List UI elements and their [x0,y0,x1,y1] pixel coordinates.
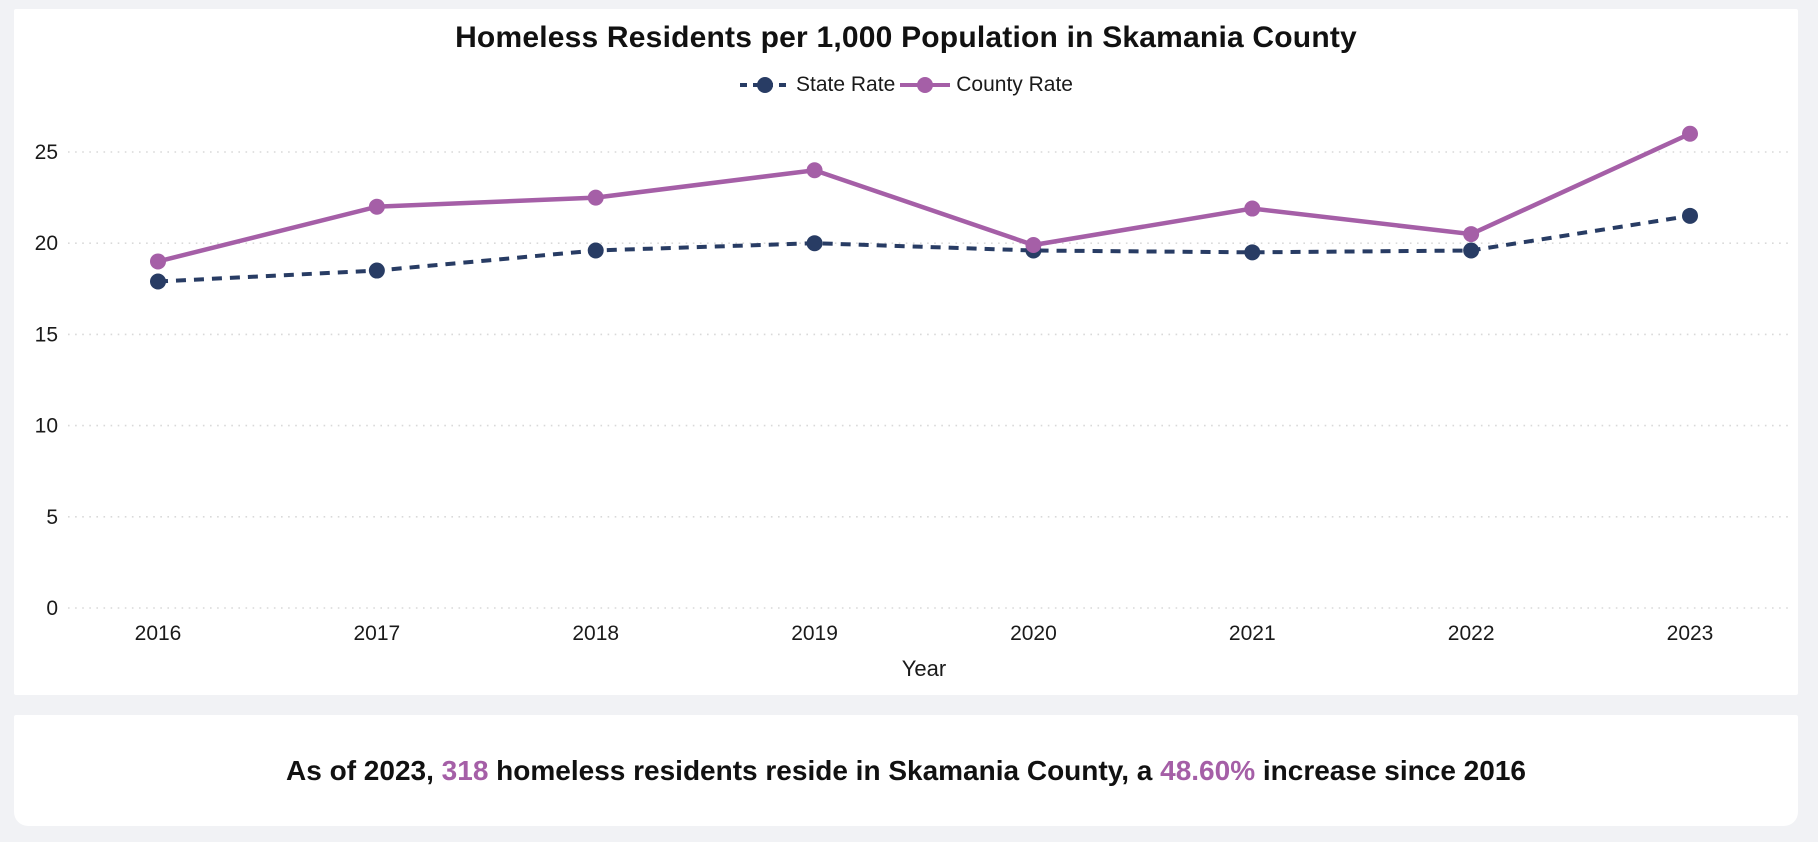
line-chart: 0 5 10 15 20 25 2016 2017 2018 2019 2020 2021 2022 20… [35,125,1790,681]
chart-card: Homeless Residents per 1,000 Population … [14,9,1798,695]
chart-title: Homeless Residents per 1,000 Population … [455,21,1357,54]
x-axis-title: Year [902,656,946,681]
data-point-county-rate-2019 [806,162,823,179]
annotation-card: As of 2023, 318 homeless residents resid… [14,715,1798,826]
legend-label: State Rate [796,73,896,96]
data-point-state-rate-2016 [150,273,166,290]
legend-label: County Rate [956,73,1073,96]
data-point-county-rate-2016 [150,253,166,270]
y-tick-label: 5 [46,506,58,529]
data-point-state-rate-2021 [1244,244,1261,261]
data-point-state-rate-2019 [806,235,823,252]
y-tick-label: 20 [35,232,58,255]
x-tick-label: 2020 [1010,622,1057,645]
x-tick-label: 2022 [1448,622,1495,645]
legend-swatch-icon [900,77,951,93]
chart-legend: State Rate County Rate [14,73,1798,97]
x-tick-label: 2021 [1229,622,1276,645]
y-tick-label: 25 [35,141,58,164]
y-tick-label: 0 [46,597,58,620]
data-point-state-rate-2017 [368,262,385,279]
x-tick-label: 2018 [572,622,619,645]
y-tick-label: 15 [35,323,58,346]
legend-swatch-icon [740,77,791,93]
data-point-state-rate-2022 [1463,242,1480,259]
data-point-county-rate-2020 [1025,237,1042,254]
data-point-county-rate-2022 [1463,226,1480,243]
legend-item-state-rate: State Rate [739,73,895,97]
data-point-county-rate-2017 [368,198,385,215]
data-point-state-rate-2023 [1682,207,1698,224]
data-point-county-rate-2018 [587,189,604,206]
legend-item-county-rate: County Rate [899,73,1073,97]
annotation-percent: 48.60% [1160,754,1256,786]
data-point-county-rate-2021 [1244,200,1261,217]
x-tick-label: 2019 [791,622,838,645]
series-line-county-rate [157,131,1691,264]
data-point-state-rate-2018 [587,242,604,259]
annotation-suffix: increase since 2016 [1255,754,1526,786]
annotation-prefix: As of 2023, [286,754,442,786]
series-line-state-rate [157,213,1691,284]
y-tick-label: 10 [35,415,58,438]
annotation-text: As of 2023, 318 homeless residents resid… [286,755,1526,787]
x-tick-label: 2017 [353,622,400,645]
x-tick-label: 2023 [1667,622,1714,645]
x-tick-label: 2016 [135,622,182,645]
data-point-county-rate-2023 [1682,125,1698,142]
annotation-middle: homeless residents reside in Skamania Co… [488,754,1161,786]
annotation-count: 318 [441,754,489,786]
